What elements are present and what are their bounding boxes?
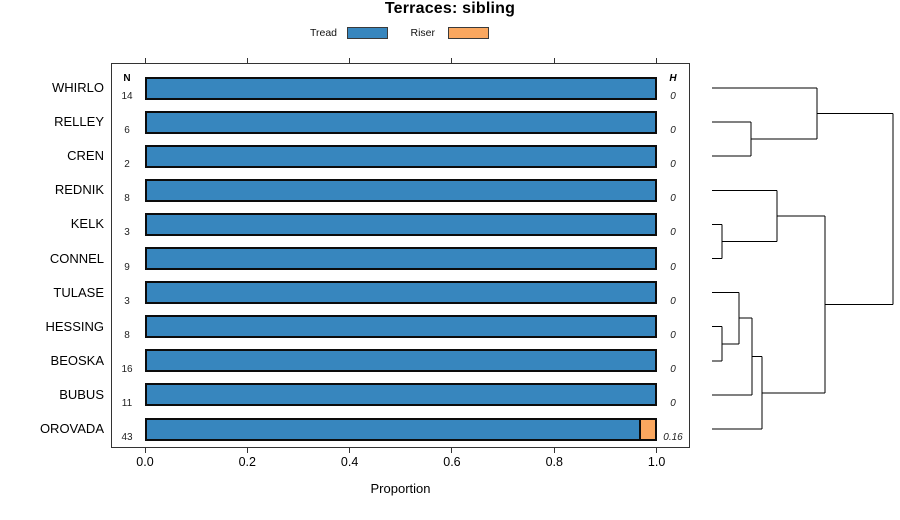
x-axis-tick (656, 448, 658, 453)
h-value: 0.16 (663, 432, 683, 443)
x-axis-tick-label: 0.6 (443, 455, 461, 469)
x-axis-top-tick (553, 58, 555, 63)
x-axis-tick (349, 448, 351, 453)
category-label: REDNIK (54, 182, 104, 198)
chart-title: Terraces: sibling (384, 0, 516, 17)
category-label: HESSING (45, 318, 104, 334)
n-value: 3 (124, 227, 130, 239)
legend-label-riser: Riser (410, 27, 435, 39)
category-label: BUBUS (59, 386, 104, 402)
bar-tread-segment (145, 178, 657, 202)
bar-tread-segment (145, 144, 657, 168)
n-value: 11 (121, 397, 133, 409)
bar-tread-segment (145, 110, 657, 134)
n-value: 8 (124, 329, 130, 341)
category-label: CONNEL (49, 250, 104, 266)
h-value: 0 (670, 227, 676, 239)
bar-riser-segment (639, 417, 657, 441)
bar-tread-segment (145, 417, 642, 441)
x-axis-tick-label: 1.0 (647, 455, 666, 469)
bar-tread-segment (145, 315, 657, 339)
x-axis-top-tick (349, 58, 351, 63)
h-value: 0 (670, 261, 676, 273)
x-axis-top-tick (246, 58, 248, 63)
h-value: 0 (670, 397, 676, 409)
bar-tread-segment (145, 383, 657, 407)
legend-swatch-riser-icon (448, 27, 489, 39)
h-value: 0 (670, 193, 676, 205)
n-value: 6 (124, 125, 130, 137)
x-axis-tick (451, 448, 453, 453)
n-value: 8 (124, 193, 130, 205)
h-value: 0 (670, 159, 676, 171)
n-value: 3 (124, 295, 130, 307)
category-label: BEOSKA (50, 352, 104, 368)
h-value: 0 (670, 125, 676, 137)
n-value: 43 (121, 432, 133, 443)
n-value: 2 (124, 159, 130, 171)
x-axis-top-tick (656, 58, 658, 63)
category-label: KELK (70, 216, 104, 232)
h-value: 0 (670, 91, 676, 102)
x-axis-tick-label: 0.0 (136, 455, 154, 469)
bar-tread-segment (145, 247, 657, 270)
bar-tread-segment (145, 212, 657, 236)
x-axis-title: Proportion (370, 481, 431, 496)
h-value: 0 (670, 329, 676, 341)
h-value: 0 (670, 363, 676, 375)
x-axis-tick (553, 448, 555, 453)
legend-swatch-tread-icon (347, 27, 388, 39)
category-label: RELLEY (54, 114, 104, 130)
n-value: 9 (124, 261, 130, 273)
x-axis-top-tick (144, 58, 146, 63)
category-label: OROVADA (39, 421, 104, 436)
legend-label-tread: Tread (309, 27, 337, 39)
bar-tread-segment (145, 349, 657, 373)
h-column-header: H (669, 73, 677, 84)
n-value: 16 (121, 363, 133, 375)
category-label: TULASE (53, 284, 104, 300)
category-label: WHIRLO (52, 80, 104, 95)
h-value: 0 (670, 295, 676, 307)
n-column-header: N (123, 73, 131, 84)
bar-tread-segment (145, 76, 657, 100)
x-axis-tick (144, 448, 146, 453)
bar-tread-segment (145, 281, 657, 305)
n-value: 14 (121, 91, 133, 102)
x-axis-tick-label: 0.2 (238, 455, 256, 469)
x-axis-top-tick (451, 58, 453, 63)
plot-area (111, 63, 690, 448)
category-label: CREN (67, 148, 104, 164)
x-axis-tick-label: 0.4 (340, 455, 359, 469)
x-axis-tick (246, 448, 248, 453)
x-axis-tick-label: 0.8 (545, 455, 563, 469)
